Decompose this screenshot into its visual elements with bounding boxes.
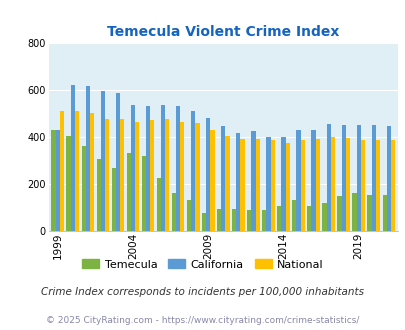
Bar	[382, 195, 386, 231]
Bar	[330, 137, 334, 231]
Bar	[66, 136, 70, 231]
Bar	[322, 203, 326, 231]
Bar	[111, 168, 115, 231]
Bar	[176, 106, 180, 231]
Bar	[221, 126, 225, 231]
Bar	[262, 210, 266, 231]
Bar	[251, 131, 255, 231]
Bar	[236, 133, 240, 231]
Bar	[311, 130, 315, 231]
Bar	[100, 91, 105, 231]
Bar	[356, 125, 360, 231]
Bar	[105, 119, 109, 231]
Bar	[171, 193, 176, 231]
Bar	[130, 105, 135, 231]
Bar	[270, 141, 274, 231]
Bar	[96, 159, 100, 231]
Bar	[337, 196, 341, 231]
Bar	[150, 120, 154, 231]
Bar	[120, 119, 124, 231]
Bar	[115, 93, 120, 231]
Legend: Temecula, California, National: Temecula, California, National	[78, 255, 327, 274]
Bar	[180, 122, 184, 231]
Bar	[186, 200, 191, 231]
Bar	[141, 156, 145, 231]
Bar	[90, 114, 94, 231]
Bar	[81, 147, 85, 231]
Bar	[285, 143, 289, 231]
Bar	[292, 200, 296, 231]
Bar	[352, 193, 356, 231]
Bar	[240, 139, 244, 231]
Bar	[266, 137, 270, 231]
Bar	[255, 139, 259, 231]
Bar	[345, 138, 349, 231]
Bar	[315, 139, 319, 231]
Bar	[201, 214, 206, 231]
Bar	[60, 111, 64, 231]
Bar	[296, 130, 300, 231]
Bar	[307, 206, 311, 231]
Bar	[70, 85, 75, 231]
Title: Temecula Violent Crime Index: Temecula Violent Crime Index	[107, 25, 339, 39]
Bar	[390, 141, 394, 231]
Bar	[161, 105, 165, 231]
Bar	[371, 125, 375, 231]
Bar	[216, 209, 221, 231]
Bar	[277, 206, 281, 231]
Bar	[75, 111, 79, 231]
Bar	[206, 118, 210, 231]
Bar	[145, 106, 150, 231]
Text: © 2025 CityRating.com - https://www.cityrating.com/crime-statistics/: © 2025 CityRating.com - https://www.city…	[46, 315, 359, 325]
Bar	[367, 195, 371, 231]
Bar	[135, 122, 139, 231]
Bar	[232, 209, 236, 231]
Bar	[281, 137, 285, 231]
Text: Crime Index corresponds to incidents per 100,000 inhabitants: Crime Index corresponds to incidents per…	[41, 287, 364, 297]
Bar	[247, 210, 251, 231]
Bar	[326, 124, 330, 231]
Bar	[225, 136, 229, 231]
Bar	[360, 141, 364, 231]
Bar	[195, 123, 199, 231]
Bar	[156, 178, 161, 231]
Bar	[51, 130, 55, 231]
Bar	[191, 111, 195, 231]
Bar	[210, 130, 214, 231]
Bar	[55, 130, 60, 231]
Bar	[375, 141, 379, 231]
Bar	[126, 153, 130, 231]
Bar	[165, 119, 169, 231]
Bar	[85, 86, 90, 231]
Bar	[386, 126, 390, 231]
Bar	[341, 125, 345, 231]
Bar	[300, 141, 304, 231]
